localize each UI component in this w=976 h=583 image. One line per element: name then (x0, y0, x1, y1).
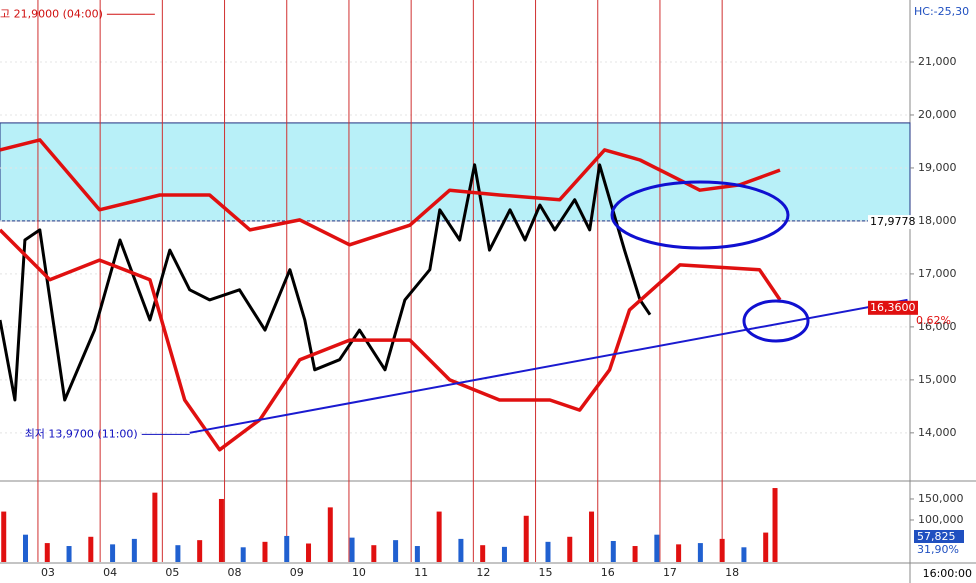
x-tick-label: 12 (476, 566, 490, 579)
time-label: 16:00:00 (923, 567, 972, 580)
x-tick-label: 08 (228, 566, 242, 579)
price-box (868, 300, 918, 315)
volume-bar (262, 541, 268, 562)
volume-tick-label: 150,000 (918, 492, 964, 505)
volume-bar (414, 546, 420, 562)
volume-bar (327, 507, 333, 562)
y-tick-label: 20,000 (918, 108, 957, 121)
volume-bar (697, 543, 703, 562)
volume-bar (654, 534, 660, 562)
volume-bar (501, 546, 507, 562)
highlight-ellipse (742, 299, 810, 343)
y-tick-label: 17,000 (918, 267, 957, 280)
price-box (868, 215, 918, 230)
y-tick-label: 21,000 (918, 55, 957, 68)
volume-tick-label: 100,000 (918, 513, 964, 526)
price-line (0, 228, 782, 452)
volume-bar (523, 515, 529, 562)
volume-bar (610, 540, 616, 562)
volume-bar (719, 538, 725, 562)
volume-bar (436, 511, 442, 562)
x-tick-label: 10 (352, 566, 366, 579)
volume-bar (545, 541, 551, 562)
volume-bar (371, 545, 377, 562)
price-line (0, 163, 652, 402)
volume-bar (23, 534, 29, 562)
volume-bar (306, 543, 312, 562)
x-tick-label: 18 (725, 566, 739, 579)
volume-bar (763, 532, 769, 562)
volume-bar (152, 492, 158, 562)
zone (0, 122, 911, 222)
volume-bar (741, 547, 747, 562)
x-tick-label: 15 (539, 566, 553, 579)
volume-bar (66, 546, 72, 562)
volume-bar (393, 540, 399, 562)
volume-bar (44, 543, 50, 562)
volume-bar (632, 546, 638, 562)
volume-bar (110, 544, 116, 562)
y-tick-label: 19,000 (918, 161, 957, 174)
price-line (189, 298, 908, 434)
volume-box (914, 530, 964, 543)
volume-bar (480, 545, 486, 562)
y-tick-label: 15,000 (918, 373, 957, 386)
volume-ratio: 31,90% (917, 543, 959, 556)
change-label: 0.62% (916, 314, 951, 327)
x-tick-label: 04 (103, 566, 117, 579)
volume-bar (676, 544, 682, 562)
y-tick-label: 14,000 (918, 426, 957, 439)
header-text: HC:-25,30 (914, 5, 969, 18)
price-label: 16,3600 (870, 301, 916, 314)
x-tick-label: 16 (601, 566, 615, 579)
annotation: 최고 21,9000 (04:00) (0, 7, 103, 20)
annotation: 최저 13,9700 (11:00) (25, 427, 138, 440)
volume-bar (284, 535, 290, 562)
y-tick-label: 16,000 (918, 320, 957, 333)
x-tick-label: 05 (165, 566, 179, 579)
x-tick-label: 11 (414, 566, 428, 579)
volume-current: 57,825 (917, 530, 956, 543)
volume-bar (175, 545, 181, 562)
volume-bar (349, 537, 355, 562)
volume-bar (1, 511, 7, 562)
x-tick-label: 09 (290, 566, 304, 579)
price-label: 17,9778 (870, 215, 916, 228)
volume-bar (458, 538, 464, 562)
volume-bar (772, 488, 778, 562)
volume-bar (589, 511, 595, 562)
highlight-ellipse (610, 180, 790, 250)
y-tick-label: 18,000 (918, 214, 957, 227)
volume-bar (218, 498, 224, 562)
volume-bar (131, 538, 137, 562)
volume-bar (567, 536, 573, 562)
volume-bar (240, 547, 246, 562)
x-tick-label: 17 (663, 566, 677, 579)
volume-bar (88, 536, 94, 562)
volume-bar (197, 540, 203, 562)
x-tick-label: 03 (41, 566, 55, 579)
